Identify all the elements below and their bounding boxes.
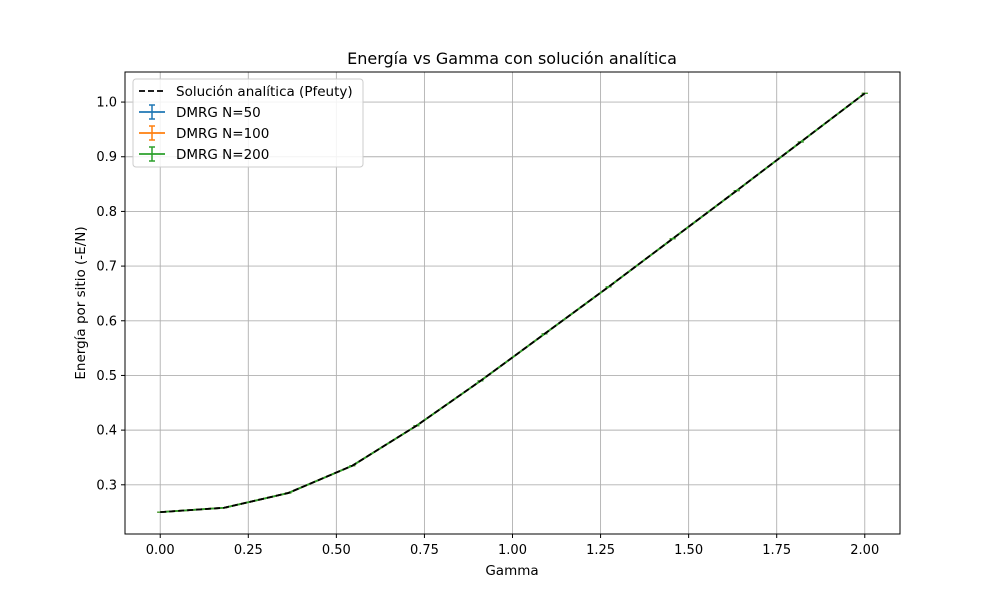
grid: [125, 72, 900, 534]
x-tick-label: 0.50: [322, 543, 351, 558]
y-tick-label: 0.8: [96, 205, 117, 220]
legend-label: DMRG N=100: [176, 126, 269, 142]
x-tick-label: 1.50: [674, 543, 703, 558]
x-axis-label: Gamma: [485, 563, 538, 579]
chart-title: Energía vs Gamma con solución analítica: [347, 49, 677, 68]
y-tick-label: 0.5: [96, 369, 117, 384]
y-tick-label: 0.7: [96, 260, 117, 275]
y-tick-label: 0.4: [96, 424, 117, 439]
x-tick-label: 1.75: [762, 543, 791, 558]
legend-label: DMRG N=200: [176, 147, 269, 163]
plot-lines: [157, 92, 868, 514]
x-tick-label: 2.00: [850, 543, 879, 558]
x-tick-label: 0.75: [410, 543, 439, 558]
legend-label: DMRG N=50: [176, 105, 261, 121]
legend: Solución analítica (Pfeuty) DMRG N=50 DMRG…: [132, 78, 364, 168]
analytic-line: [160, 92, 866, 514]
y-axis-label: Energía por sitio (-E/N): [73, 226, 89, 379]
y-tick-label: 0.6: [96, 314, 117, 329]
x-tick-label: 1.25: [586, 543, 615, 558]
x-tick-label: 0.00: [146, 543, 175, 558]
y-tick-label: 0.3: [96, 478, 117, 493]
y-tick-label: 0.9: [96, 150, 117, 165]
y-tick-label: 1.0: [96, 96, 117, 111]
x-tick-label: 0.25: [234, 543, 263, 558]
legend-box: [132, 78, 364, 168]
x-ticks: 0.00 0.25 0.50 0.75 1.00 1.25 1.50 1.75 2.00: [146, 534, 879, 558]
legend-label: Solución analítica (Pfeuty): [176, 84, 353, 100]
x-tick-label: 1.00: [498, 543, 527, 558]
y-ticks: 0.3 0.4 0.5 0.6 0.7 0.8 0.9 1.0: [96, 96, 125, 493]
